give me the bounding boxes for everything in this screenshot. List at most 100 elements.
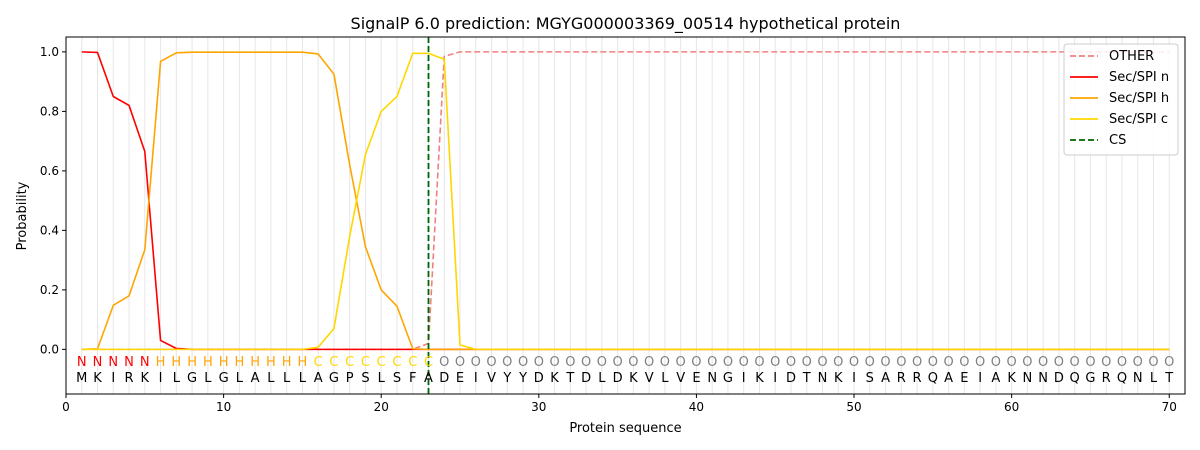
y-axis-label: Probability <box>15 181 30 250</box>
residue-letter: G <box>723 371 733 386</box>
residue-letter: A <box>424 371 433 386</box>
residue-letter: S <box>361 371 369 386</box>
x-tick-label: 60 <box>1004 400 1019 414</box>
residue-letter: Q <box>1070 371 1080 386</box>
residue-letter: R <box>897 371 906 386</box>
region-label: C <box>377 355 386 370</box>
residue-letter: T <box>565 371 574 386</box>
region-label: H <box>219 355 229 370</box>
residue-letter: L <box>661 371 669 386</box>
region-label: H <box>156 355 166 370</box>
region-label: O <box>471 355 481 370</box>
residue-letter: R <box>125 371 134 386</box>
region-label: O <box>865 355 875 370</box>
region-label: O <box>912 355 922 370</box>
residue-letter: R <box>1102 371 1111 386</box>
x-tick-label: 0 <box>62 400 70 414</box>
region-label: O <box>833 355 843 370</box>
residue-letter: D <box>439 371 449 386</box>
residue-letter: Y <box>518 371 527 386</box>
residue-letter: N <box>1023 371 1033 386</box>
residue-letter: L <box>378 371 386 386</box>
sequence-layer: NMNKNINRNKHIHLHGHLHGHLHAHLHLHLCACGCPCSCL… <box>76 355 1174 386</box>
region-label: O <box>975 355 985 370</box>
region-label: O <box>660 355 670 370</box>
legend-label: Sec/SPI n <box>1109 70 1169 85</box>
region-label: O <box>691 355 701 370</box>
residue-letter: L <box>267 371 275 386</box>
region-label: O <box>817 355 827 370</box>
residue-letter: N <box>707 371 717 386</box>
residue-letter: P <box>346 371 354 386</box>
residue-letter: I <box>474 371 478 386</box>
region-label: N <box>140 355 150 370</box>
y-tick-label: 0.2 <box>40 283 59 297</box>
residue-letter: E <box>960 371 968 386</box>
legend-label: CS <box>1109 133 1126 148</box>
y-tick-label: 1.0 <box>40 45 59 59</box>
region-label: O <box>959 355 969 370</box>
region-label: H <box>266 355 276 370</box>
residue-letter: I <box>978 371 982 386</box>
region-label: O <box>754 355 764 370</box>
x-tick-label: 30 <box>531 400 546 414</box>
residue-letter: T <box>802 371 811 386</box>
region-label: O <box>770 355 780 370</box>
x-axis-label: Protein sequence <box>569 421 681 436</box>
residue-letter: Y <box>502 371 511 386</box>
region-label: C <box>392 355 401 370</box>
region-label: O <box>880 355 890 370</box>
residue-letter: L <box>173 371 181 386</box>
region-label: O <box>928 355 938 370</box>
x-tick-label: 40 <box>689 400 704 414</box>
residue-letter: A <box>314 371 323 386</box>
residue-letter: D <box>581 371 591 386</box>
plot-frame <box>65 36 1186 395</box>
residue-letter: D <box>1054 371 1064 386</box>
region-label: O <box>943 355 953 370</box>
region-label: H <box>234 355 244 370</box>
region-label: O <box>723 355 733 370</box>
region-label: O <box>486 355 496 370</box>
region-label: O <box>1101 355 1111 370</box>
y-tick-label: 0.8 <box>40 104 59 118</box>
residue-letter: G <box>219 371 229 386</box>
residue-letter: N <box>818 371 828 386</box>
series-line-sec-spi-c <box>81 52 1170 351</box>
region-label: O <box>581 355 591 370</box>
residue-letter: T <box>1164 371 1173 386</box>
series-layer <box>81 51 1170 351</box>
y-tick-label: 0.0 <box>40 342 59 356</box>
region-label: O <box>613 355 623 370</box>
region-label: C <box>361 355 370 370</box>
residue-letter: D <box>786 371 796 386</box>
residue-letter: M <box>76 371 87 386</box>
residue-letter: G <box>187 371 197 386</box>
region-label: O <box>1070 355 1080 370</box>
residue-letter: D <box>613 371 623 386</box>
residue-letter: L <box>236 371 244 386</box>
residue-letter: N <box>1038 371 1048 386</box>
region-label: H <box>187 355 197 370</box>
region-label: N <box>108 355 118 370</box>
region-label: O <box>502 355 512 370</box>
region-label: O <box>628 355 638 370</box>
residue-letter: L <box>598 371 606 386</box>
residue-letter: V <box>645 371 654 386</box>
residue-letter: I <box>111 371 115 386</box>
legend-box <box>1063 43 1179 156</box>
legend: OTHER Sec/SPI n Sec/SPI h Sec/SPI c CS <box>1063 43 1179 156</box>
residue-letter: I <box>159 371 163 386</box>
region-label: C <box>424 355 433 370</box>
region-label: C <box>345 355 354 370</box>
region-label: O <box>518 355 528 370</box>
residue-letter: A <box>944 371 953 386</box>
chart-title: SignalP 6.0 prediction: MGYG000003369_00… <box>351 14 901 34</box>
region-label: O <box>849 355 859 370</box>
region-label: O <box>802 355 812 370</box>
residue-letter: I <box>742 371 746 386</box>
residue-letter: A <box>991 371 1000 386</box>
residue-letter: I <box>852 371 856 386</box>
region-label: O <box>1054 355 1064 370</box>
